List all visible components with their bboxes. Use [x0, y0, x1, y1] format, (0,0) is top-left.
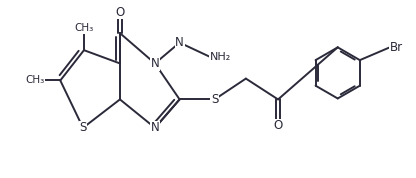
Text: CH₃: CH₃ — [74, 23, 94, 33]
Text: CH₃: CH₃ — [25, 75, 45, 85]
Text: S: S — [79, 121, 87, 134]
Text: O: O — [115, 6, 124, 19]
Text: NH₂: NH₂ — [210, 52, 231, 62]
Text: S: S — [211, 93, 218, 106]
Text: O: O — [273, 119, 283, 132]
Text: N: N — [175, 36, 184, 49]
Text: N: N — [151, 121, 159, 134]
Text: N: N — [151, 57, 159, 70]
Text: Br: Br — [390, 41, 403, 54]
